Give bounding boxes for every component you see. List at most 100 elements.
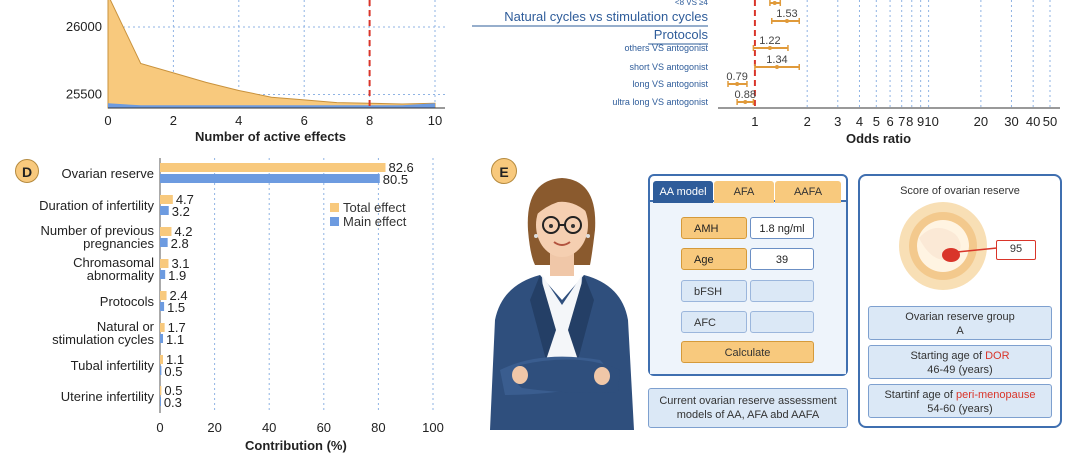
f-row-label: ultra long VS antogonist — [612, 97, 708, 107]
afc-label: AFC — [681, 311, 747, 333]
d-bar-total — [160, 259, 169, 268]
d-value-main: 80.5 — [383, 172, 408, 187]
f-point — [774, 65, 779, 69]
d-bar-total — [160, 386, 162, 395]
d-tick-x: 60 — [317, 420, 331, 435]
tab-afa[interactable]: AFA — [714, 181, 774, 203]
panel-c-chart: 0 2 4 6 8 10 26000 25500 — [66, 0, 445, 128]
d-bar-total — [160, 323, 165, 332]
panel-f-forest-plot: 1 2 3 4 5 6 7 8 9 10 20 30 40 50 <8 VS ≥4 Natural cycl… — [472, 0, 1060, 129]
f-tick: 7 — [898, 114, 905, 129]
ovarian-reserve-group-value: A — [956, 325, 964, 337]
d-value-total: 82.6 — [388, 160, 413, 175]
d-bar-main — [160, 302, 165, 311]
c-area-series-2 — [108, 103, 435, 108]
d-tick-x: 40 — [262, 420, 276, 435]
d-bar-main — [160, 366, 162, 375]
d-category-label: Ovarian reserve — [62, 166, 154, 181]
d-tick-x: 20 — [207, 420, 221, 435]
panel-d-bar-chart: 0 20 40 60 80 100 82.680.5 4.73.2 4.22.8 3.11.9 2… — [39, 158, 444, 435]
f-header-protocols: Protocols — [654, 27, 709, 42]
d-bar-total — [160, 163, 386, 172]
dor-age-value: 46-49 (years) — [927, 364, 993, 376]
d-tick-x: 0 — [156, 420, 163, 435]
d-bar-total — [160, 227, 172, 236]
d-value-total: 3.1 — [171, 256, 189, 271]
f-row-label: others VS antogonist — [624, 43, 708, 53]
f-tick: 30 — [1004, 114, 1018, 129]
c-tick-x: 2 — [170, 113, 177, 128]
d-value-total: 4.2 — [174, 224, 192, 239]
perimenopause-highlight: peri-menopause — [956, 389, 1036, 401]
d-bar-main — [160, 206, 169, 215]
perimenopause-age-value: 54-60 (years) — [927, 403, 993, 415]
d-category-label: abnormality — [87, 268, 155, 283]
d-tick-x: 100 — [422, 420, 444, 435]
d-category-label: Number of previous — [41, 223, 155, 238]
afc-input[interactable] — [750, 311, 814, 333]
dor-highlight: DOR — [985, 350, 1010, 362]
bfsh-input[interactable] — [750, 280, 814, 302]
d-bar-main — [160, 174, 380, 183]
f-tick: 20 — [974, 114, 988, 129]
f-tick: 10 — [924, 114, 938, 129]
f-row-label: long VS antogonist — [632, 79, 708, 89]
calculate-button[interactable]: Calculate — [681, 341, 814, 363]
perimenopause-age-label: Startinf age of peri-menopause — [869, 388, 1051, 402]
panel-d-xlabel: Contribution (%) — [245, 438, 347, 453]
d-bar-main — [160, 334, 164, 343]
legend-total-label: Total effect — [343, 200, 406, 215]
f-value-label: 0.79 — [726, 71, 747, 83]
d-category-label: Tubal infertility — [71, 358, 155, 373]
legend-swatch-total — [330, 203, 339, 212]
legend-main-label: Main effect — [343, 214, 407, 229]
c-tick-x: 0 — [104, 113, 111, 128]
ovarian-reserve-group-box: Ovarian reserve group A — [868, 306, 1052, 340]
panel-e-letter-badge: E — [491, 158, 517, 184]
f-tick: 9 — [917, 114, 924, 129]
age-input[interactable]: 39 — [750, 248, 814, 270]
ovarian-reserve-group-label: Ovarian reserve group — [905, 311, 1015, 323]
d-category-label: Protocols — [100, 294, 155, 309]
d-value-main: 2.8 — [171, 236, 189, 251]
d-bar-main — [160, 397, 161, 406]
c-tick-x: 4 — [235, 113, 242, 128]
f-value-label: 1.34 — [766, 54, 787, 66]
d-bar-total — [160, 195, 173, 204]
legend-main: Main effect — [330, 214, 406, 229]
f-tick: 2 — [804, 114, 811, 129]
dor-age-label: Starting age of DOR — [869, 349, 1051, 363]
f-tick: 4 — [856, 114, 863, 129]
d-value-total: 0.5 — [164, 383, 182, 398]
d-bar-total — [160, 355, 164, 364]
c-tick-x: 10 — [428, 113, 442, 128]
f-point — [784, 19, 789, 23]
d-category-label: Duration of infertility — [39, 198, 154, 213]
tab-aa-model[interactable]: AA model — [653, 181, 713, 203]
panel-d-letter-badge: D — [15, 159, 39, 183]
d-value-main: 1.5 — [167, 300, 185, 315]
tab-aafa[interactable]: AAFA — [775, 181, 841, 203]
d-bar-main — [160, 270, 166, 279]
f-tick: 50 — [1043, 114, 1057, 129]
amh-label: AMH — [681, 217, 747, 239]
d-tick-x: 80 — [371, 420, 385, 435]
d-value-total: 1.1 — [166, 352, 184, 367]
f-tick: 6 — [886, 114, 893, 129]
score-value: 95 — [996, 240, 1036, 260]
bfsh-label: bFSH — [681, 280, 747, 302]
f-point — [743, 100, 748, 104]
f-value-label: 0.88 — [735, 89, 756, 101]
d-value-main: 1.9 — [168, 268, 186, 283]
c-tick-y: 25500 — [66, 87, 102, 102]
f-tick: 40 — [1026, 114, 1040, 129]
d-value-total: 2.4 — [170, 288, 188, 303]
age-label: Age — [681, 248, 747, 270]
perimenopause-age-prefix: Startinf age of — [884, 389, 957, 401]
perimenopause-age-box: Startinf age of peri-menopause 54-60 (ye… — [868, 384, 1052, 418]
c-area-series-1 — [107, 0, 436, 109]
amh-input[interactable]: 1.8 ng/ml — [750, 217, 814, 239]
models-caption: Current ovarian reserve assessment model… — [648, 388, 848, 428]
d-value-total: 4.7 — [176, 192, 194, 207]
panel-c-xlabel: Number of active effects — [195, 129, 346, 144]
